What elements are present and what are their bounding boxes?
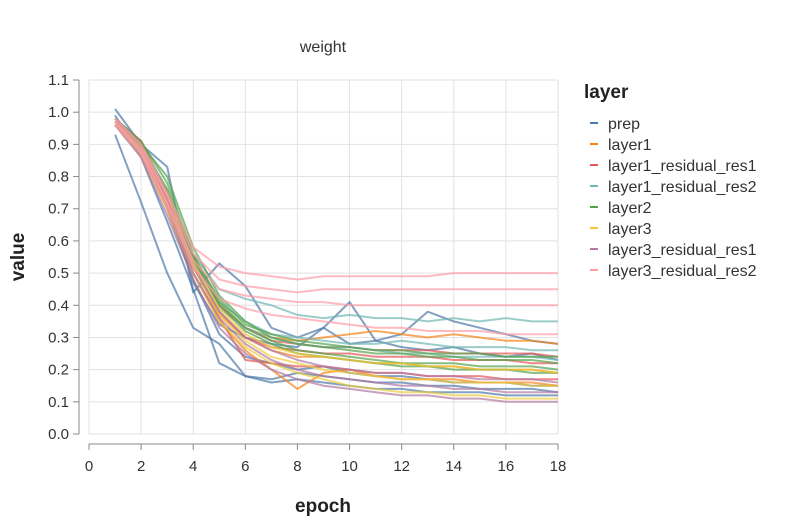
y-tick-label: 0.2 xyxy=(48,362,69,379)
y-tick-label: 0.4 xyxy=(48,297,69,314)
series-line xyxy=(114,124,558,403)
legend-label: layer1_residual_res2 xyxy=(608,179,757,196)
y-axis-title: value xyxy=(8,233,29,282)
chart-title: weight xyxy=(299,39,347,56)
y-tick-label: 0.1 xyxy=(48,394,69,411)
y-tick-label: 1.0 xyxy=(48,104,69,121)
legend-item: layer1_residual_res1 xyxy=(590,158,757,175)
legend-label: layer3_residual_res1 xyxy=(608,242,757,259)
x-tick-label: 2 xyxy=(137,458,145,475)
y-tick-label: 0.5 xyxy=(48,265,69,282)
y-tick-label: 1.1 xyxy=(48,72,69,89)
series-line xyxy=(114,121,558,336)
legend-item: prep xyxy=(590,116,640,133)
x-tick-label: 4 xyxy=(189,458,197,475)
legend-item: layer3_residual_res1 xyxy=(590,242,757,259)
x-axis-title: epoch xyxy=(295,496,351,517)
legend-label: layer3_residual_res2 xyxy=(608,263,757,280)
x-tick-label: 0 xyxy=(85,458,93,475)
y-tick-label: 0.0 xyxy=(48,426,69,443)
x-tick-label: 12 xyxy=(393,458,410,475)
y-tick-label: 0.3 xyxy=(48,329,69,346)
legend-item: layer3 xyxy=(590,221,652,238)
y-tick-label: 0.7 xyxy=(48,201,69,218)
legend-label: prep xyxy=(608,116,640,133)
x-tick-label: 6 xyxy=(241,458,249,475)
series-line xyxy=(114,121,558,394)
y-tick-label: 0.9 xyxy=(48,136,69,153)
x-tick-label: 16 xyxy=(498,458,515,475)
x-tick-label: 8 xyxy=(293,458,301,475)
legend-label: layer3 xyxy=(608,221,652,238)
x-tick-label: 14 xyxy=(445,458,462,475)
series-line xyxy=(114,121,559,365)
legend-title: layer xyxy=(584,82,629,103)
series-line xyxy=(114,117,558,281)
legend-item: layer2 xyxy=(590,200,652,217)
x-tick-label: 10 xyxy=(341,458,358,475)
legend-item: layer3_residual_res2 xyxy=(590,263,757,280)
grid xyxy=(88,79,559,435)
legend-label: layer1 xyxy=(608,137,652,154)
series-layer xyxy=(114,108,559,403)
legend-label: layer2 xyxy=(608,200,652,217)
legend: layer prep layer1 layer1_residual_res1laye… xyxy=(584,82,757,280)
axes: 0 2 4 6 8 10 12 14 16 18 0.0 0.1 0.2 0.3 0.4 0.5 0.6 0.7 0… xyxy=(48,72,566,475)
series-line xyxy=(114,121,558,294)
series-line xyxy=(114,124,558,307)
series-layer3_residual_res2 xyxy=(114,117,558,336)
legend-item: layer1_residual_res2 xyxy=(590,179,757,196)
y-tick-label: 0.8 xyxy=(48,169,69,186)
legend-item: layer1 xyxy=(590,137,652,154)
x-tick-label: 18 xyxy=(550,458,567,475)
y-tick-label: 0.6 xyxy=(48,233,69,250)
legend-label: layer1_residual_res1 xyxy=(608,158,757,175)
series-line xyxy=(114,114,558,397)
